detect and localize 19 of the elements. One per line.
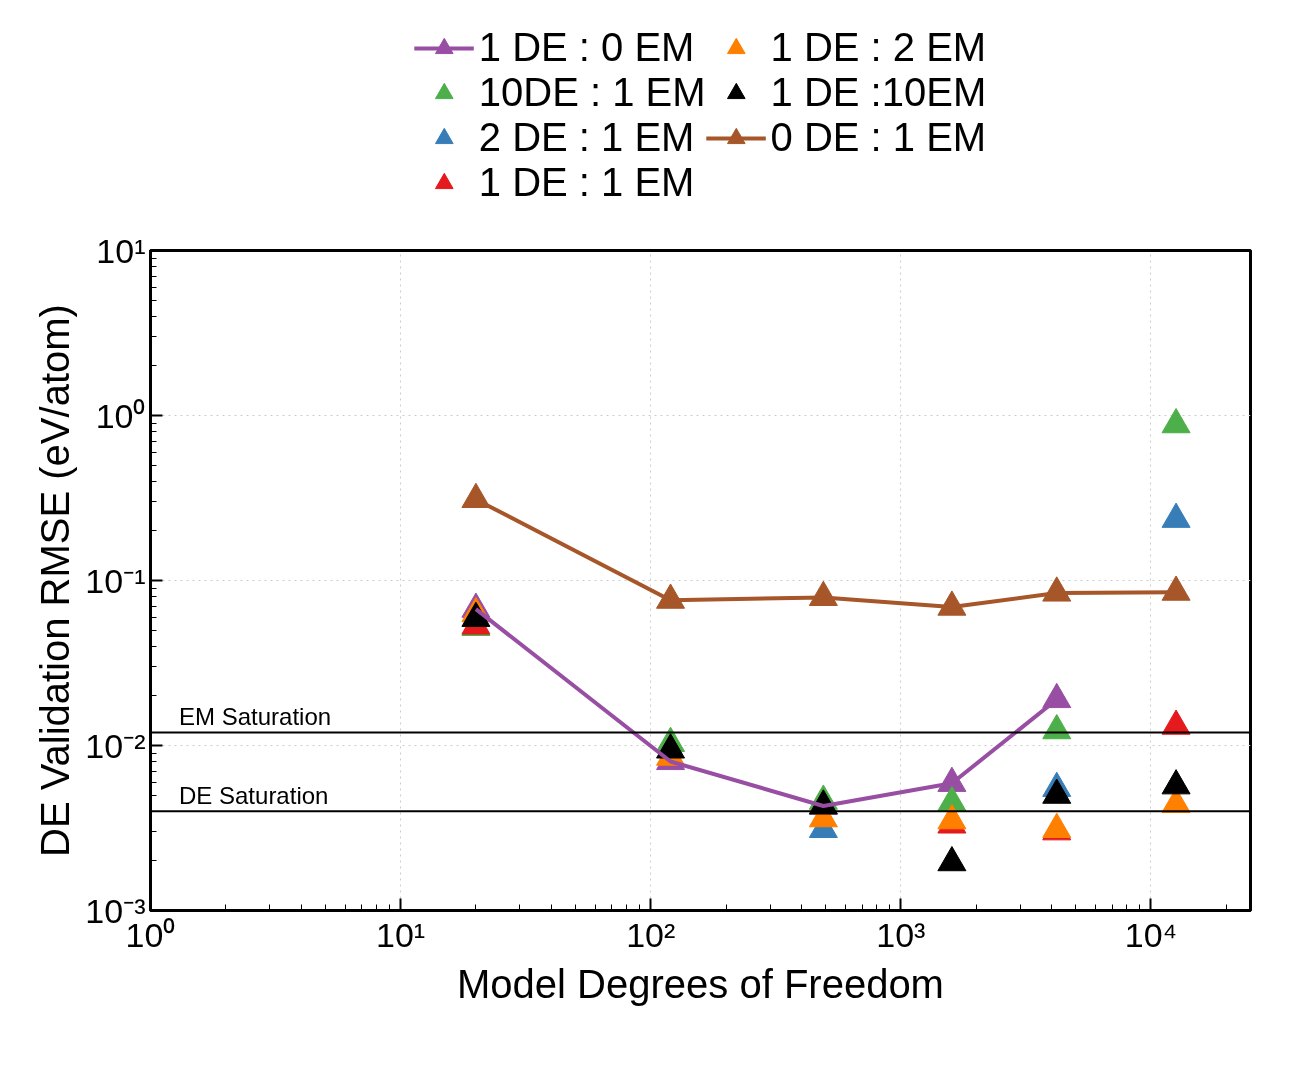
legend-label: 2 DE : 1 EM (478, 115, 695, 160)
legend-label: 1 DE : 0 EM (478, 25, 695, 70)
ref-line-label: DE Saturation (179, 782, 329, 810)
y-axis-title: DE Validation RMSE (eV/atom) (33, 304, 78, 857)
x-tick-label: 10³ (876, 915, 926, 954)
y-tick-label: 10⁻¹ (85, 561, 146, 600)
ref-line-label: EM Saturation (179, 703, 332, 731)
y-tick-label: 10¹ (96, 231, 146, 270)
legend-label: 0 DE : 1 EM (770, 115, 987, 160)
y-tick-label: 10⁰ (95, 396, 146, 435)
y-tick-label: 10⁻² (85, 726, 146, 765)
x-tick-label: 10² (626, 915, 676, 954)
legend-label: 1 DE : 1 EM (478, 160, 695, 205)
legend-label: 10DE : 1 EM (478, 70, 706, 115)
x-tick-label: 10⁴ (1124, 915, 1178, 954)
x-tick-label: 10¹ (376, 915, 426, 954)
legend-label: 1 DE : 2 EM (770, 25, 987, 70)
x-axis-title: Model Degrees of Freedom (457, 961, 944, 1006)
legend-label: 1 DE :10EM (770, 70, 987, 115)
